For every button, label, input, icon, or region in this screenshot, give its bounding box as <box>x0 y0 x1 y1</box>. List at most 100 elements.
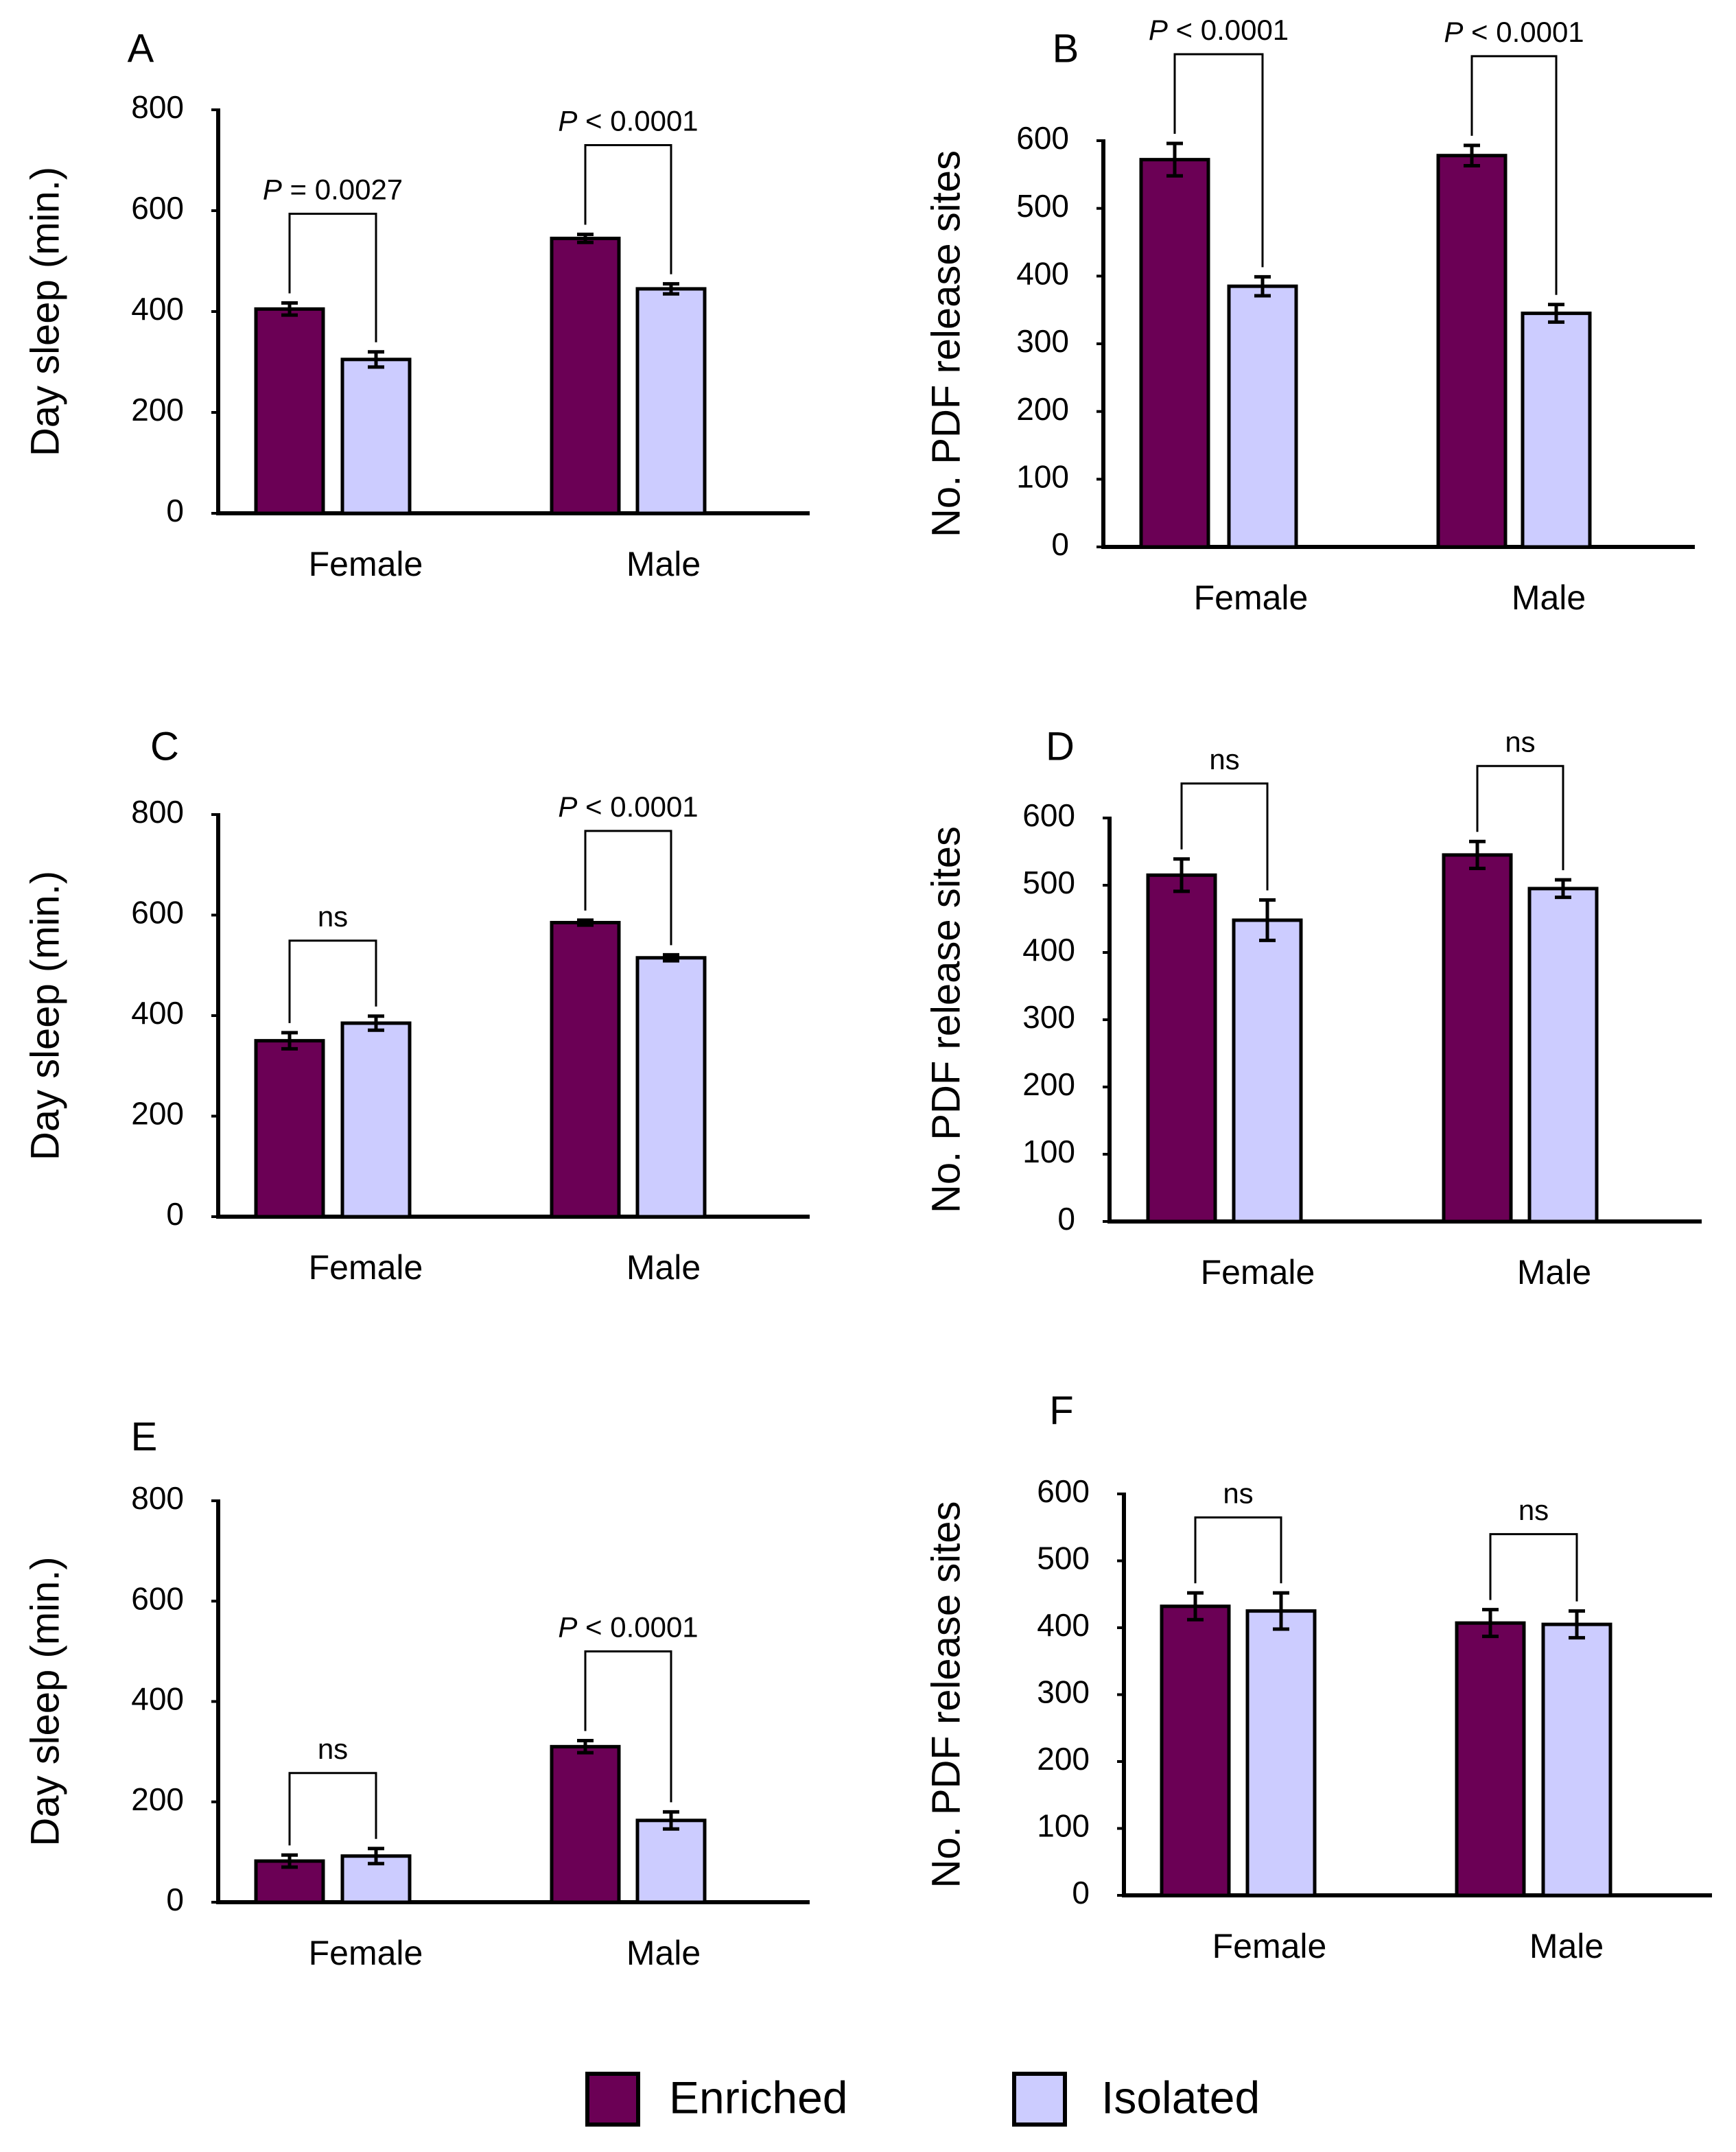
p-value-label: ns <box>318 900 348 933</box>
x-tick-label: Female <box>309 545 423 583</box>
y-tick-label: 300 <box>1022 999 1075 1035</box>
significance-bracket <box>1194 1516 1282 1584</box>
significance-bracket <box>288 213 377 342</box>
y-tick-label: 600 <box>131 190 184 226</box>
y-tick-label: 0 <box>166 1196 184 1232</box>
y-tick-label: 200 <box>131 1781 184 1817</box>
significance-bracket <box>1180 782 1269 891</box>
y-tick-label: 800 <box>131 89 184 125</box>
p-value-label: P < 0.0001 <box>558 1611 698 1644</box>
bar-enriched-male <box>1442 853 1513 1224</box>
y-axis-label: Day sleep (min.) <box>23 1556 67 1846</box>
panel-b: B No. PDF release sites 0 100 200 300 400 500 60… <box>924 14 1695 617</box>
y-tick-label: 400 <box>131 995 184 1031</box>
y-tick-label: 600 <box>1037 1473 1090 1509</box>
panel-letter: D <box>1046 724 1075 769</box>
x-tick-label: Male <box>1512 578 1586 617</box>
x-tick-label: Male <box>626 545 701 583</box>
y-tick-label: 500 <box>1022 865 1075 900</box>
panel-letter: A <box>128 26 154 71</box>
x-tick-label: Male <box>1517 1253 1591 1291</box>
bar-enriched-female <box>254 307 325 515</box>
x-tick-label: Female <box>1212 1927 1327 1965</box>
y-axis-label: Day sleep (min.) <box>23 167 67 456</box>
bar-enriched-male <box>550 236 621 515</box>
p-symbol: P <box>558 105 577 137</box>
bar-isolated-male <box>635 1818 707 1904</box>
legend-swatch-isolated <box>1012 2072 1067 2127</box>
p-value-text: < 0.0001 <box>1168 14 1289 46</box>
x-tick-label: Male <box>626 1934 701 1972</box>
bar-enriched-female <box>254 1039 325 1219</box>
y-tick-label: 600 <box>131 895 184 931</box>
y-tick-label: 400 <box>1037 1607 1090 1643</box>
significance-bracket <box>1173 53 1264 268</box>
panel-letter: B <box>1053 26 1079 71</box>
y-tick-label: 600 <box>131 1580 184 1616</box>
significance-bracket <box>1470 55 1558 295</box>
p-symbol: P <box>558 1611 577 1644</box>
y-tick-label: 100 <box>1022 1134 1075 1169</box>
bar-isolated-male <box>635 287 707 515</box>
p-value-text: < 0.0001 <box>577 791 698 823</box>
panel-a: A Day sleep (min.) 0 200 400 600 800 Female P = … <box>23 26 810 583</box>
significance-bracket <box>584 144 672 274</box>
legend: Enriched Isolated <box>585 2072 1260 2127</box>
bar-enriched-female <box>1146 873 1217 1224</box>
bar-isolated-male <box>1521 312 1592 549</box>
y-tick-label: 400 <box>1022 932 1075 968</box>
significance-bracket <box>1476 764 1564 871</box>
x-tick-label: Female <box>309 1934 423 1972</box>
bar-enriched-male <box>1436 154 1508 549</box>
p-symbol: P <box>1149 14 1168 46</box>
y-tick-label: 400 <box>131 1681 184 1717</box>
bar-isolated-male <box>1541 1622 1612 1897</box>
y-axis-label: No. PDF release sites <box>924 1501 968 1888</box>
y-tick-label: 500 <box>1016 188 1069 224</box>
y-tick-label: 200 <box>131 1096 184 1132</box>
panel-e: E Day sleep (min.) 0 200 400 600 800 Female ns Ma… <box>23 1414 810 1972</box>
p-value-label: ns <box>318 1733 348 1765</box>
significance-bracket <box>1489 1533 1578 1602</box>
x-tick-label: Female <box>309 1248 423 1287</box>
p-value-label: ns <box>1518 1494 1549 1526</box>
y-tick-label: 400 <box>131 291 184 327</box>
p-value-label: P = 0.0027 <box>263 174 403 206</box>
y-tick-label: 600 <box>1016 120 1069 156</box>
p-value-label: P < 0.0001 <box>558 105 698 137</box>
legend-label-isolated: Isolated <box>1101 2072 1260 2122</box>
bar-isolated-male <box>635 956 707 1219</box>
y-tick-label: 0 <box>166 1882 184 1917</box>
panel-c: C Day sleep (min.) 0 200 400 600 800 Female ns Ma… <box>23 724 810 1287</box>
panel-f: F No. PDF release sites 0 100 200 300 400 500 60… <box>924 1388 1712 1965</box>
y-tick-label: 200 <box>1037 1741 1090 1777</box>
bar-isolated-female <box>1245 1609 1317 1897</box>
p-value-text: < 0.0001 <box>577 105 698 137</box>
significance-bracket <box>288 1772 377 1846</box>
x-tick-label: Female <box>1201 1253 1315 1291</box>
p-value-label: P < 0.0001 <box>1149 14 1289 46</box>
y-tick-label: 500 <box>1037 1541 1090 1576</box>
x-tick-label: Male <box>626 1248 701 1287</box>
bar-enriched-male <box>1455 1621 1526 1897</box>
p-value-label: P < 0.0001 <box>558 791 698 823</box>
legend-label-enriched: Enriched <box>669 2072 848 2122</box>
p-value-label: P < 0.0001 <box>1444 16 1584 48</box>
p-value-text: < 0.0001 <box>1463 16 1584 48</box>
bar-isolated-female <box>1232 918 1303 1224</box>
y-tick-label: 300 <box>1016 323 1069 359</box>
p-value-label: ns <box>1223 1477 1253 1509</box>
p-symbol: P <box>263 174 282 206</box>
y-tick-label: 300 <box>1037 1674 1090 1710</box>
panel-letter: F <box>1049 1388 1073 1433</box>
bar-enriched-male <box>550 1744 621 1904</box>
y-tick-label: 600 <box>1022 797 1075 833</box>
y-axis-label: Day sleep (min.) <box>23 871 67 1160</box>
bar-enriched-female <box>1139 158 1210 549</box>
p-value-label: ns <box>1505 725 1535 758</box>
y-tick-label: 100 <box>1016 458 1069 494</box>
y-tick-label: 800 <box>131 794 184 830</box>
y-tick-label: 0 <box>166 493 184 528</box>
y-tick-label: 0 <box>1051 526 1069 562</box>
